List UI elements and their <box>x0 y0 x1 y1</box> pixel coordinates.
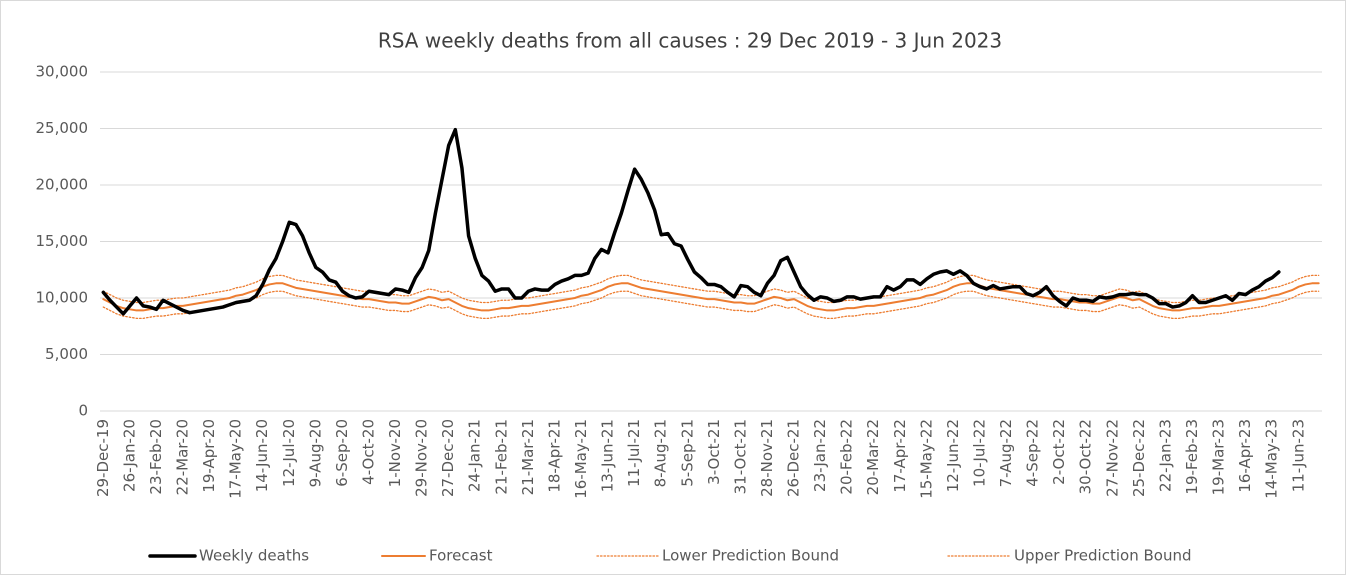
x-tick-label: 23-Jan-22 <box>811 419 829 492</box>
y-tick-label: 15,000 <box>36 232 89 250</box>
y-tick-label: 0 <box>78 402 88 420</box>
x-tick-label: 24-Jan-21 <box>466 419 484 492</box>
x-tick-label: 21-Feb-21 <box>492 419 510 495</box>
x-tick-label: 14-May-23 <box>1263 419 1281 499</box>
x-tick-label: 3-Oct-21 <box>705 419 723 485</box>
x-tick-label: 9-Aug-20 <box>306 419 324 487</box>
chart-title: RSA weekly deaths from all causes : 29 D… <box>378 29 1002 53</box>
x-tick-label: 12-Jul-20 <box>280 419 298 487</box>
y-tick-label: 25,000 <box>36 119 89 137</box>
x-tick-label: 20-Feb-22 <box>838 419 856 495</box>
x-tick-label: 23-Feb-20 <box>147 419 165 495</box>
x-tick-label: 28-Nov-21 <box>758 419 776 497</box>
y-tick-label: 5,000 <box>45 345 88 363</box>
x-tick-label: 10-Jul-22 <box>970 419 988 487</box>
x-tick-label: 27-Dec-20 <box>439 419 457 497</box>
x-tick-label: 12-Jun-22 <box>944 419 962 492</box>
series-line <box>101 127 1281 316</box>
x-tick-label: 5-Sep-21 <box>678 419 696 487</box>
x-tick-label: 4-Sep-22 <box>1024 419 1042 487</box>
x-tick-label: 18-Apr-21 <box>545 419 563 493</box>
y-tick-label: 10,000 <box>36 289 89 307</box>
x-tick-label: 17-May-20 <box>227 419 245 499</box>
x-tick-label: 27-Nov-22 <box>1103 419 1121 497</box>
x-tick-label: 7-Aug-22 <box>997 419 1015 487</box>
x-tick-label: 2-Oct-22 <box>1050 419 1068 485</box>
y-tick-label: 20,000 <box>36 176 89 194</box>
y-tick-label: 30,000 <box>36 63 89 81</box>
x-tick-label: 26-Dec-21 <box>785 419 803 497</box>
x-tick-label: 6-Sep-20 <box>333 419 351 487</box>
x-tick-label: 11-Jul-21 <box>625 419 643 487</box>
x-tick-label: 4-Oct-20 <box>359 419 377 485</box>
x-tick-label: 25-Dec-22 <box>1130 419 1148 497</box>
x-tick-label: 16-May-21 <box>572 419 590 499</box>
x-tick-label: 29-Dec-19 <box>94 419 112 497</box>
x-tick-label: 31-Oct-21 <box>731 419 749 494</box>
x-tick-label: 29-Nov-20 <box>413 419 431 497</box>
x-tick-label: 17-Apr-22 <box>891 419 909 493</box>
x-tick-label: 15-May-22 <box>917 419 935 499</box>
x-tick-label: 22-Jan-23 <box>1156 419 1174 492</box>
x-tick-label: 21-Mar-21 <box>519 419 537 495</box>
legend-label: Weekly deaths <box>199 547 309 565</box>
x-tick-label: 26-Jan-20 <box>120 419 138 492</box>
x-tick-label: 19-Apr-20 <box>200 419 218 493</box>
x-tick-label: 19-Mar-23 <box>1210 419 1228 495</box>
legend-label: Upper Prediction Bound <box>1014 547 1191 565</box>
x-tick-label: 16-Apr-23 <box>1236 419 1254 493</box>
series-line <box>102 282 1320 312</box>
x-tick-label: 14-Jun-20 <box>253 419 271 492</box>
x-tick-label: 30-Oct-22 <box>1077 419 1095 494</box>
legend-label: Lower Prediction Bound <box>662 547 839 565</box>
legend-label: Forecast <box>429 547 493 565</box>
x-tick-label: 11-Jun-23 <box>1289 419 1307 492</box>
x-tick-label: 13-Jun-21 <box>599 419 617 492</box>
x-tick-label: 19-Feb-23 <box>1183 419 1201 495</box>
x-tick-label: 8-Aug-21 <box>652 419 670 487</box>
x-tick-label: 1-Nov-20 <box>386 419 404 487</box>
x-tick-label: 20-Mar-22 <box>864 419 882 495</box>
x-tick-label: 22-Mar-20 <box>174 419 192 495</box>
series-line <box>102 290 1320 319</box>
series-line <box>102 274 1320 304</box>
